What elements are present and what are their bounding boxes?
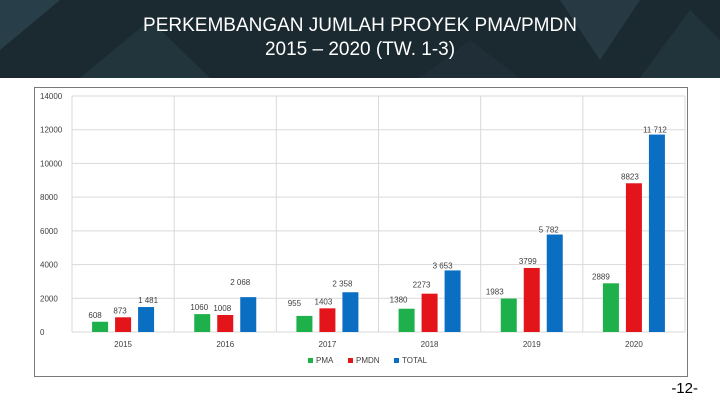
y-tick-label: 10000 <box>40 159 63 168</box>
data-label-total: 3 653 <box>433 261 454 270</box>
data-label-pmdn: 2273 <box>413 281 431 290</box>
x-tick-label: 2018 <box>421 340 439 349</box>
slide-title: PERKEMBANGAN JUMLAH PROYEK PMA/PMDN 2015… <box>0 14 720 62</box>
data-label-pma: 608 <box>88 311 102 320</box>
data-label-pma: 1060 <box>190 303 208 312</box>
data-label-total: 2 358 <box>332 279 353 288</box>
y-tick-label: 12000 <box>40 126 63 135</box>
x-tick-label: 2017 <box>319 340 337 349</box>
y-tick-label: 2000 <box>40 294 58 303</box>
legend-label-pmdn: PMDN <box>356 356 380 365</box>
data-label-total: 1 481 <box>138 296 159 305</box>
data-label-pmdn: 873 <box>113 306 127 315</box>
x-tick-label: 2020 <box>625 340 643 349</box>
data-label-pma: 1983 <box>486 288 504 297</box>
data-label-total: 11 712 <box>643 126 667 135</box>
x-tick-label: 2015 <box>114 340 132 349</box>
bar-total <box>240 297 257 332</box>
y-tick-label: 4000 <box>40 261 58 270</box>
data-label-total: 5 782 <box>539 226 560 235</box>
bar-total <box>138 307 155 332</box>
bar-total <box>648 134 665 332</box>
bar-chart: 0 2000 4000 6000 8000 10000 12000 14000 608 873 1 … <box>40 92 686 365</box>
data-label-pmdn: 3799 <box>519 257 537 266</box>
y-tick-label: 14000 <box>40 92 63 101</box>
y-tick-label: 0 <box>40 328 45 337</box>
bar-total <box>444 270 461 332</box>
bar-total <box>342 292 359 332</box>
data-label-pma: 1380 <box>390 296 408 305</box>
page-number: -12- <box>671 380 698 397</box>
bar-pmdn <box>319 308 336 332</box>
bar-pmdn <box>115 317 132 332</box>
title-line-2: 2015 – 2020 (TW. 1-3) <box>264 39 456 60</box>
x-tick-label: 2016 <box>216 340 234 349</box>
bar-pma <box>398 308 415 332</box>
bar-pma <box>194 314 211 332</box>
x-tick-label: 2019 <box>523 340 541 349</box>
data-label-pma: 2889 <box>592 272 610 281</box>
data-label-total: 2 068 <box>230 278 251 287</box>
data-label-pma: 955 <box>288 299 302 308</box>
bar-pma <box>296 315 313 332</box>
data-label-pmdn: 1008 <box>213 304 231 313</box>
slide-header: PERKEMBANGAN JUMLAH PROYEK PMA/PMDN 2015… <box>0 0 720 78</box>
chart-container: 0 2000 4000 6000 8000 10000 12000 14000 608 873 1 … <box>34 87 688 377</box>
header-decoration <box>0 0 720 78</box>
y-tick-label: 8000 <box>40 193 58 202</box>
legend-swatch-pmdn <box>348 358 353 363</box>
bar-pma <box>92 321 109 332</box>
bar-total <box>546 234 563 332</box>
bar-pmdn <box>421 293 438 332</box>
bar-pma <box>500 298 517 332</box>
legend-label-pma: PMA <box>316 356 334 365</box>
bar-pmdn <box>625 183 642 332</box>
legend-swatch-pma <box>308 358 313 363</box>
title-line-1: PERKEMBANGAN JUMLAH PROYEK PMA/PMDN <box>143 15 577 36</box>
bar-pmdn <box>217 315 234 332</box>
y-tick-label: 6000 <box>40 227 58 236</box>
data-label-pmdn: 8823 <box>621 172 639 181</box>
legend-swatch-total <box>394 358 399 363</box>
bar-pma <box>602 283 619 332</box>
data-label-pmdn: 1403 <box>315 297 333 306</box>
legend-label-total: TOTAL <box>402 356 428 365</box>
bar-pmdn <box>523 267 540 332</box>
